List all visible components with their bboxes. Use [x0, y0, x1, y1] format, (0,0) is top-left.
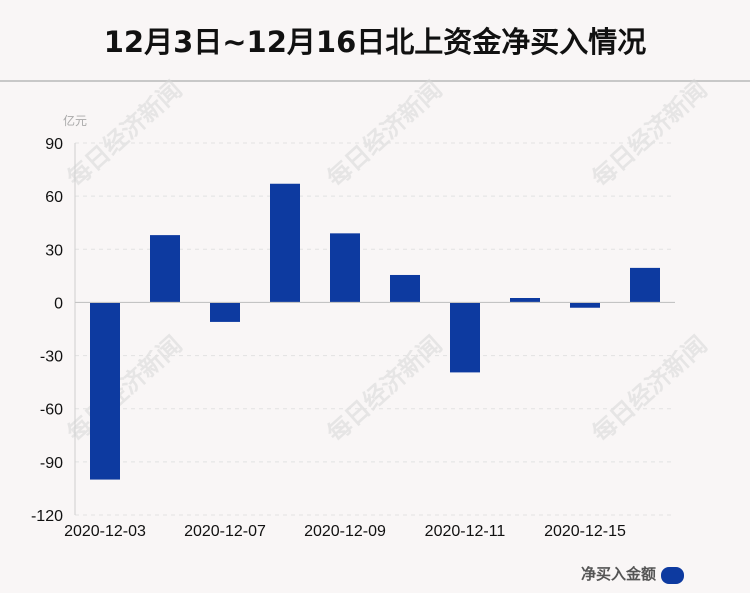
bar-2020-12-09 — [330, 233, 360, 303]
legend-label: 净买入金额 — [581, 565, 656, 583]
chart-title: 12月3日~12月16日北上资金净买入情况 — [103, 25, 647, 59]
watermark-text: 每日经济新闻 — [586, 75, 712, 193]
bar-2020-12-11 — [450, 302, 480, 373]
x-tick-label: 2020-12-03 — [64, 523, 146, 540]
x-tick-label: 2020-12-15 — [544, 523, 626, 540]
title-divider — [0, 80, 750, 82]
bar-2020-12-14 — [510, 298, 540, 303]
bar-2020-12-08 — [270, 183, 300, 303]
x-tick-label: 2020-12-11 — [425, 523, 506, 540]
x-tick-label: 2020-12-07 — [184, 523, 266, 540]
y-tick-label: -90 — [40, 455, 63, 472]
axes — [74, 143, 675, 515]
legend: 净买入金额 — [581, 565, 684, 584]
y-tick-labels: 90 60 30 0 -30 -60 -90 -120 — [31, 136, 63, 525]
y-tick-label: 30 — [45, 242, 63, 259]
watermark-text: 每日经济新闻 — [321, 75, 447, 193]
y-tick-label: -60 — [40, 402, 63, 419]
y-tick-label: 0 — [54, 295, 63, 312]
y-tick-label: -120 — [31, 508, 63, 525]
x-tick-label: 2020-12-09 — [304, 523, 386, 540]
watermark-text: 每日经济新闻 — [61, 330, 187, 448]
bar-2020-12-10 — [390, 274, 420, 303]
bar-2020-12-07 — [210, 302, 240, 322]
y-unit-label: 亿元 — [63, 113, 87, 128]
y-tick-label: -30 — [40, 349, 63, 366]
bar-2020-12-16 — [630, 267, 660, 303]
legend-swatch — [661, 567, 684, 584]
bar-2020-12-03 — [90, 302, 120, 480]
watermark-text: 每日经济新闻 — [586, 330, 712, 448]
y-tick-label: 60 — [45, 189, 63, 206]
watermark-text: 每日经济新闻 — [61, 75, 187, 193]
gridlines — [75, 142, 675, 516]
bars — [90, 183, 660, 480]
bar-2020-12-04 — [150, 235, 180, 303]
x-tick-labels: 2020-12-03 2020-12-07 2020-12-09 2020-12-11… — [64, 523, 626, 540]
watermark-text: 每日经济新闻 — [321, 330, 447, 448]
bar-2020-12-15 — [570, 302, 600, 308]
y-tick-label: 90 — [45, 136, 63, 153]
